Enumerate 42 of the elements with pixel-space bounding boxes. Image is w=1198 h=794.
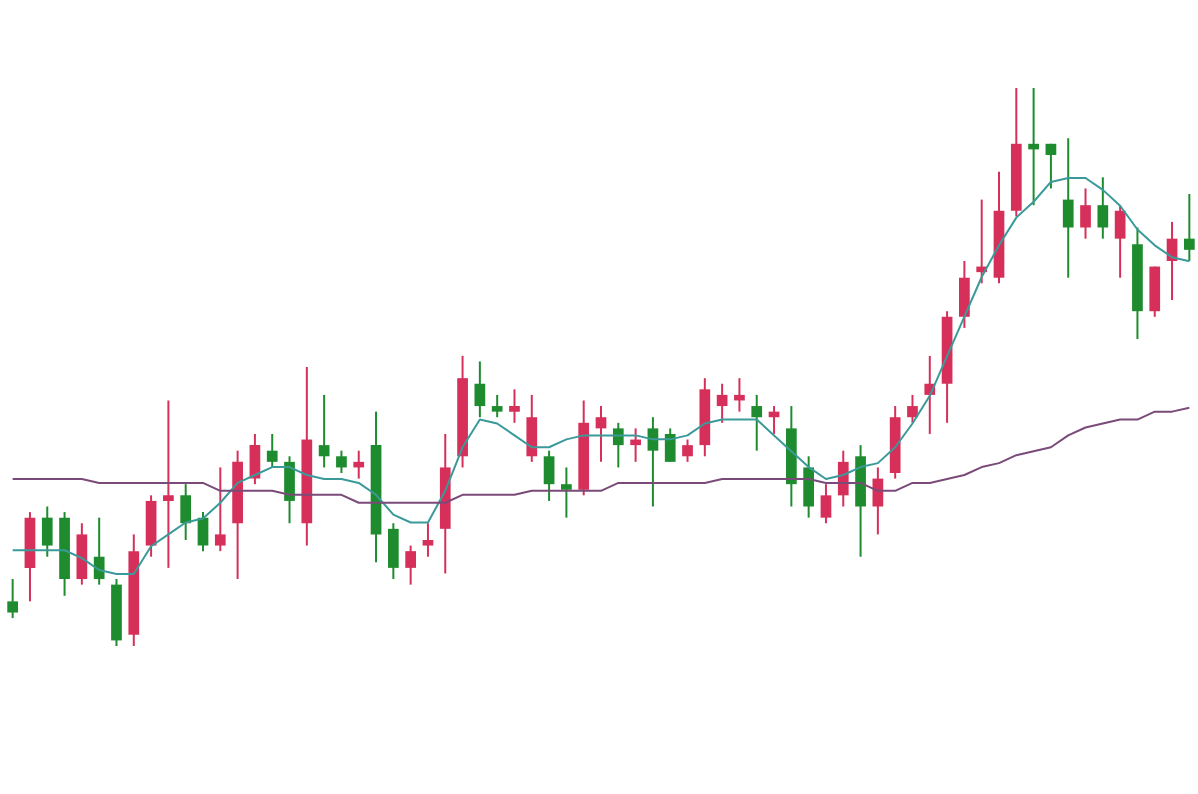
candlestick xyxy=(41,505,53,558)
candlestick xyxy=(422,522,434,558)
candlestick xyxy=(1045,142,1057,190)
candlestick xyxy=(214,466,226,553)
candlestick xyxy=(1149,265,1161,318)
candlestick xyxy=(318,393,330,469)
candlestick xyxy=(405,544,417,586)
candlestick xyxy=(561,466,572,519)
candlestick xyxy=(197,511,209,553)
candlestick xyxy=(959,259,970,329)
candlestick xyxy=(630,427,641,463)
candlestick xyxy=(180,483,192,541)
candlestick xyxy=(734,377,745,413)
candlestick xyxy=(820,483,832,525)
candlestick xyxy=(284,455,295,525)
candlestick xyxy=(387,522,399,581)
candlestick xyxy=(509,388,520,424)
candlestick xyxy=(353,449,365,480)
candlestick xyxy=(1097,176,1109,240)
candlestick xyxy=(1028,87,1039,207)
candlestick xyxy=(526,393,538,463)
candlestick xyxy=(907,393,918,424)
candlestick xyxy=(595,405,607,463)
candlestick xyxy=(1062,137,1074,279)
candlestick xyxy=(1183,193,1195,262)
candlestick xyxy=(716,382,728,424)
candlestick xyxy=(803,455,815,519)
candlestick xyxy=(336,449,347,475)
candlestick xyxy=(474,360,486,419)
candlestick xyxy=(266,432,278,469)
candlestick xyxy=(543,449,555,502)
candlestick xyxy=(163,399,174,569)
candlestick xyxy=(145,494,157,558)
candlestick xyxy=(7,578,19,620)
candlestick xyxy=(664,427,676,463)
candlestick xyxy=(682,438,693,463)
candlestick xyxy=(1080,187,1091,240)
candlestick xyxy=(612,421,624,469)
candlestick xyxy=(93,516,105,586)
candlestick xyxy=(751,393,763,452)
candlestick xyxy=(1114,204,1126,279)
candlestick xyxy=(491,393,503,419)
